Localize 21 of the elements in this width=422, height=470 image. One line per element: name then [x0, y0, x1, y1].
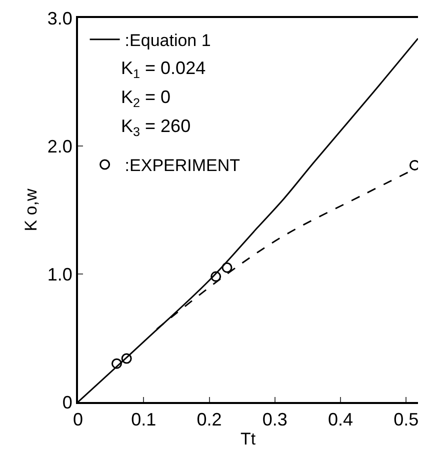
- y-tick-label: 1.0: [47, 264, 72, 284]
- annotation: K$_{3}$ = 260: [121, 116, 191, 139]
- x-axis-title: Tt: [240, 430, 256, 448]
- y-tick-label: 0: [62, 392, 72, 412]
- annotation: K$_{2}$ = 0: [121, 87, 171, 110]
- point: [111, 358, 122, 369]
- legend-label: :Equation 1: [124, 31, 211, 50]
- annotation: K$_{1}$ = 0.024: [121, 58, 206, 81]
- x-tick-label: 0.3: [262, 410, 288, 430]
- y-tick-label: 2.0: [47, 136, 72, 156]
- y-tick-label: 3.0: [47, 8, 72, 28]
- line-series: [156, 170, 410, 330]
- x-tick-label: 0.1: [131, 410, 156, 430]
- point: [121, 353, 132, 364]
- legend-label: :EXPERIMENT: [124, 156, 240, 176]
- x-tick-label: 0.4: [328, 410, 354, 430]
- point: [222, 262, 232, 273]
- x-tick-label: 0.5: [394, 410, 419, 430]
- x-tick-label: 0.2: [196, 410, 222, 430]
- point: [210, 271, 222, 282]
- y-axis-title: K o,w: [21, 188, 40, 232]
